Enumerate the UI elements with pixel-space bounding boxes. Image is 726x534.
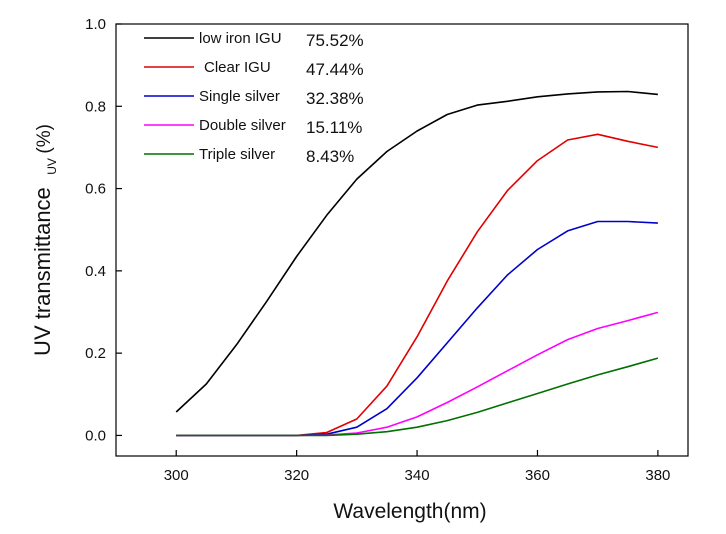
legend-percent-2: 32.38% xyxy=(306,89,364,108)
x-tick-label: 300 xyxy=(164,467,189,484)
y-tick-label: 0.2 xyxy=(85,345,106,362)
legend-label-3: Double silver xyxy=(199,117,286,134)
series-line-1 xyxy=(176,133,659,437)
x-tick-label: 340 xyxy=(405,467,430,484)
legend-percent-0: 75.52% xyxy=(306,31,364,50)
y-tick-label: 0.4 xyxy=(85,263,106,280)
legend-label-2: Single silver xyxy=(199,88,280,105)
legend-label-4: Triple silver xyxy=(199,146,275,163)
legend-label-0: low iron IGU xyxy=(199,30,282,47)
y-tick-label: 0.6 xyxy=(85,181,106,198)
y-axis-title-suffix: (%) xyxy=(34,124,55,154)
series-line-0 xyxy=(175,90,658,413)
y-tick-label: 0.8 xyxy=(85,98,106,115)
y-axis-title-main: UV transmittance xyxy=(30,187,55,356)
series-lines xyxy=(175,90,659,437)
x-axis-title: Wavelength(nm) xyxy=(333,500,486,523)
legend-percent-1: 47.44% xyxy=(306,60,364,79)
series-line-4 xyxy=(176,357,659,437)
plot-frame xyxy=(115,23,689,457)
y-axis-title-subscript: UV xyxy=(45,158,59,175)
x-tick-label: 380 xyxy=(645,467,670,484)
legend-label-1: Clear IGU xyxy=(204,59,271,76)
legend-percent-3: 15.11% xyxy=(306,118,362,137)
series-line-3 xyxy=(176,311,659,437)
y-tick-label: 1.0 xyxy=(85,16,106,33)
y-tick-label: 0.0 xyxy=(85,427,106,444)
axis-ticks: 300 320 340 360 380 0.0 0.2 0.4 0.6 0.8 1.0 xyxy=(85,16,670,484)
legend-percent-4: 8.43% xyxy=(306,147,354,166)
y-axis-title: UV transmittance UV (%) xyxy=(30,124,60,356)
x-tick-label: 360 xyxy=(525,467,550,484)
x-tick-label: 320 xyxy=(284,467,309,484)
legend: low iron IGU 75.52% Clear IGU 47.44% Single … xyxy=(144,30,364,166)
